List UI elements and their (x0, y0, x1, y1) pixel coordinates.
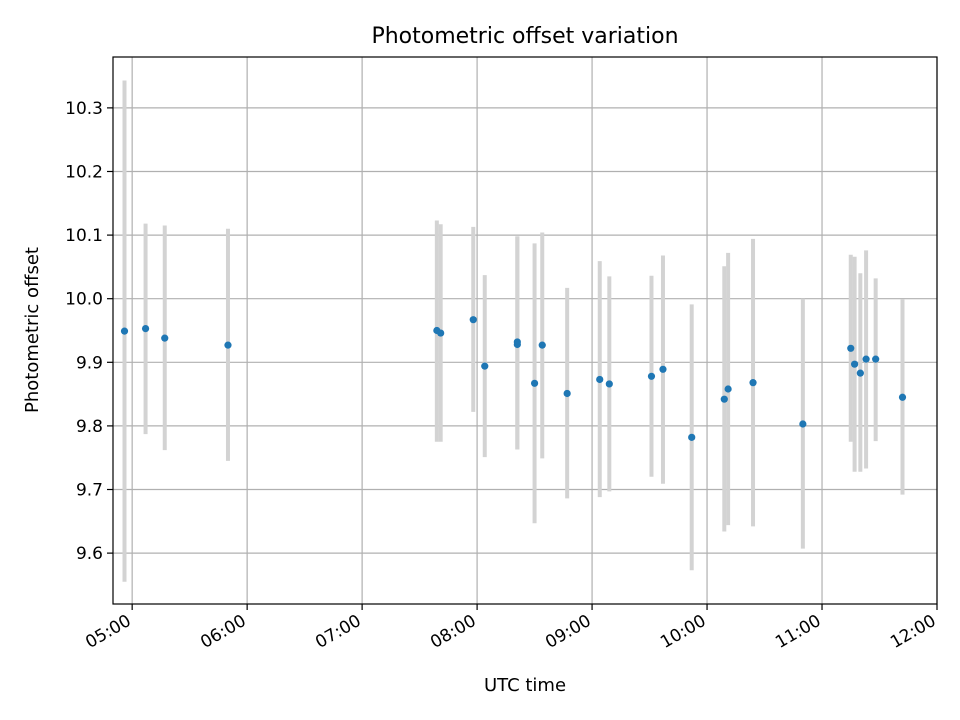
data-point (862, 355, 870, 363)
y-tick-label: 9.8 (76, 417, 103, 437)
y-tick-label: 10.0 (65, 290, 103, 310)
x-axis-ticks: 05:00 06:00 07:00 08:00 09:00 10:00 11:00 12:00 (82, 604, 940, 653)
plot-frame (112, 56, 938, 605)
x-tick-label: 05:00 (82, 611, 134, 653)
x-tick-label: 08:00 (427, 611, 479, 653)
x-axis-label: UTC time (484, 675, 566, 696)
data-point (469, 316, 477, 324)
chart-title: Photometric offset variation (371, 24, 678, 49)
grid (113, 57, 938, 604)
data-points (120, 316, 907, 441)
data-point (856, 369, 864, 377)
data-point (530, 379, 539, 387)
data-point (898, 393, 907, 401)
y-tick-label: 9.6 (76, 544, 103, 564)
data-point (647, 372, 656, 380)
x-tick-label: 10:00 (657, 611, 709, 653)
y-axis-ticks: 9.6 9.7 9.8 9.9 10.0 10.1 10.2 10.3 (65, 99, 113, 564)
data-point (538, 341, 546, 349)
data-point (437, 329, 445, 337)
data-point (724, 385, 732, 393)
x-tick-label: 06:00 (197, 611, 249, 653)
y-tick-label: 10.1 (65, 226, 103, 246)
data-point (563, 389, 571, 398)
data-point (688, 433, 696, 441)
y-tick-label: 10.3 (65, 99, 103, 119)
data-point (605, 380, 613, 388)
y-tick-label: 9.9 (76, 353, 103, 373)
data-point (749, 379, 757, 387)
y-tick-label: 10.2 (65, 162, 103, 182)
data-point (847, 344, 855, 352)
data-point (872, 355, 880, 363)
y-tick-label: 9.7 (76, 481, 103, 501)
x-tick-label: 09:00 (542, 611, 594, 653)
data-point (161, 334, 169, 342)
y-axis-label: Photometric offset (22, 247, 43, 413)
data-point (720, 395, 728, 403)
data-point (596, 375, 604, 384)
data-point (513, 338, 521, 346)
data-point (224, 341, 232, 349)
x-tick-label: 07:00 (312, 611, 364, 653)
data-point (481, 362, 489, 370)
data-point (799, 420, 807, 428)
x-tick-label: 12:00 (887, 611, 939, 653)
x-tick-label: 11:00 (772, 611, 824, 653)
data-point (659, 365, 667, 373)
data-point (851, 360, 859, 368)
data-point (141, 324, 150, 333)
error-bars (122, 80, 905, 582)
data-point (120, 327, 129, 335)
